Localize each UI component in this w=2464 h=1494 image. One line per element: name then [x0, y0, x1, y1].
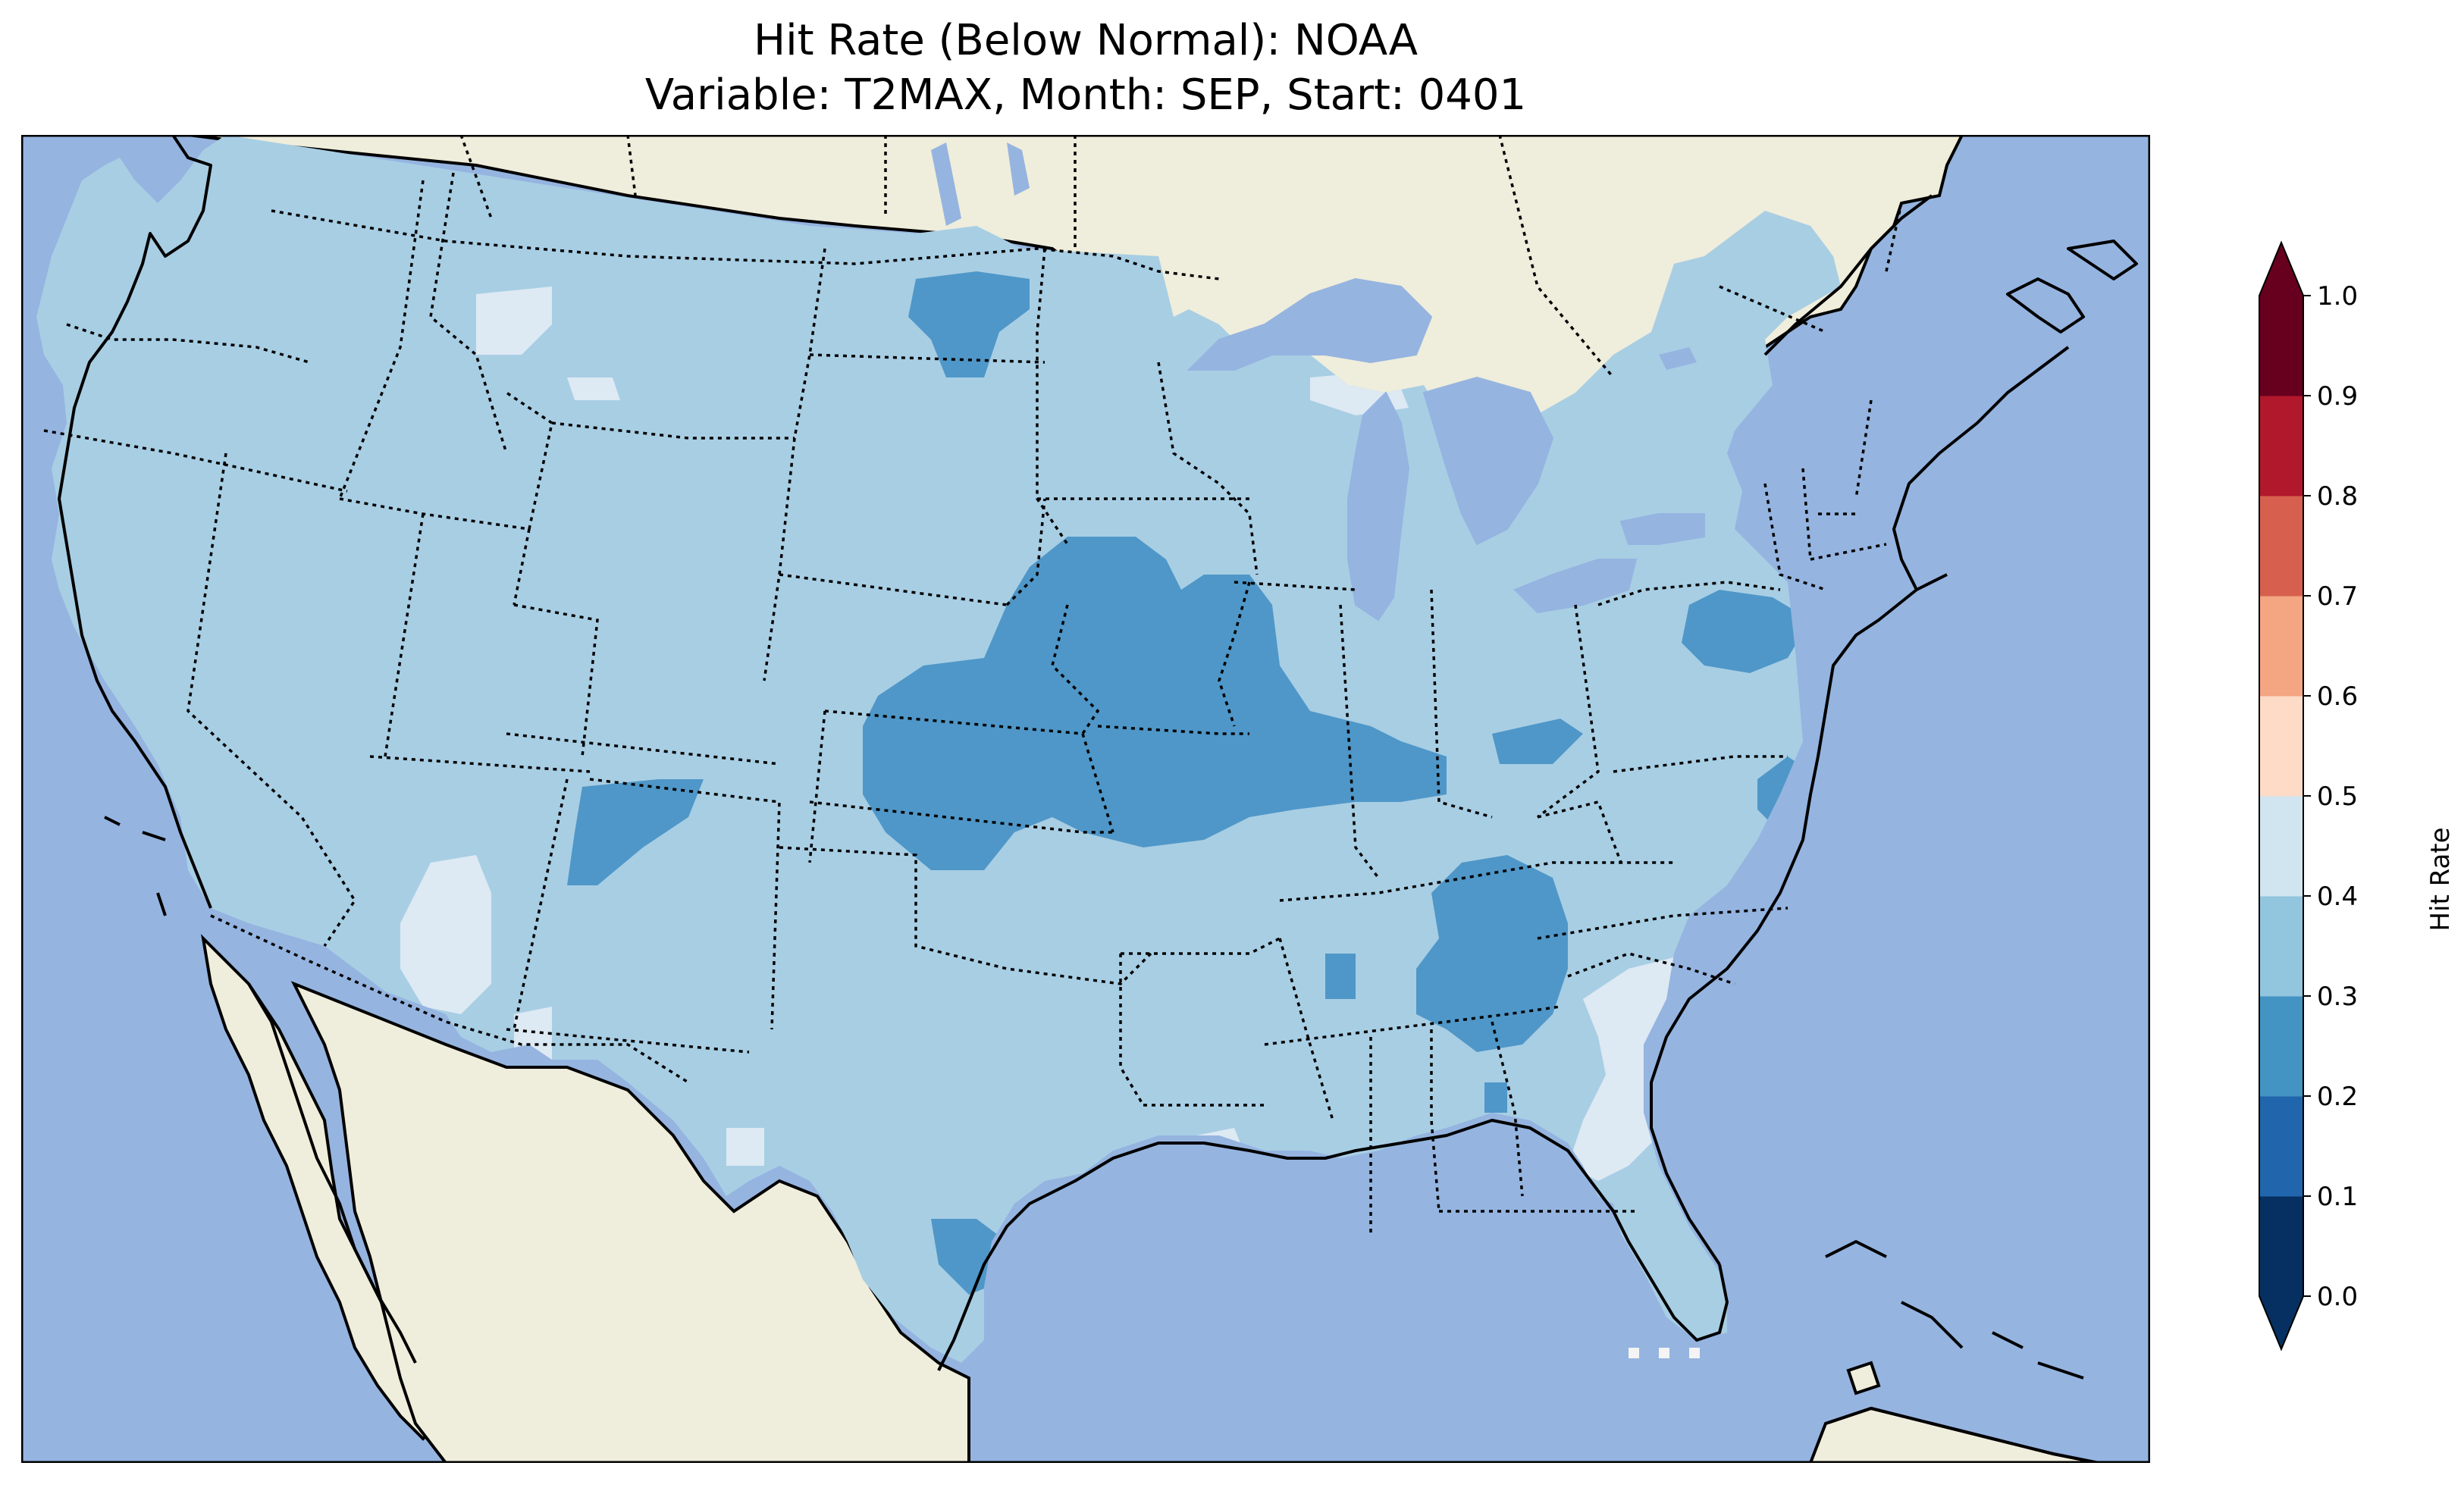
colorbar-swatch: [2259, 1096, 2303, 1197]
bin-0.2-0.3: [567, 271, 1810, 1363]
colorbar-swatch: [2259, 996, 2303, 1097]
colorbar-over-arrow: [2259, 243, 2303, 296]
coastlines: [58, 135, 2138, 1463]
colorbar-tick-label: 0.1: [2317, 1182, 2358, 1212]
map-subtitle: Variable: T2MAX, Month: SEP, Start: 0401: [644, 70, 1527, 120]
map-frame: [21, 135, 2150, 1463]
colorbar-swatch: [2259, 1196, 2303, 1297]
colorbar-tick-label: 0.0: [2317, 1282, 2358, 1312]
colorbar-swatch: [2259, 696, 2303, 797]
colorbar-ticks: 0.0 0.1 0.2 0.3 0.4 0.5 0.6 0.7 0.8 0.9 1.0: [2303, 281, 2358, 1312]
lake-huron: [1422, 376, 1554, 546]
colorbar-swatch: [2259, 396, 2303, 496]
florida-keys: [1629, 1348, 1700, 1358]
colorbar-tick-label: 0.8: [2317, 481, 2358, 512]
lake-ontario: [1619, 513, 1705, 545]
colorbar-swatch: [2259, 496, 2303, 597]
colorbar-under-arrow: [2259, 1296, 2303, 1349]
colorbar-tick-label: 0.7: [2317, 581, 2358, 612]
great-lakes: [1187, 277, 1705, 622]
map-title: Hit Rate (Below Normal): NOAA: [753, 16, 1419, 65]
colorbar-label: Hit Rate: [2425, 827, 2456, 931]
colorbar-tick-label: 0.3: [2317, 982, 2358, 1012]
colorbar-tick-label: 1.0: [2317, 281, 2358, 312]
lake-erie: [1513, 559, 1638, 614]
colorbar-swatch: [2259, 596, 2303, 697]
colorbar-tick-label: 0.4: [2317, 882, 2358, 912]
colorbar-blocks: [2259, 240, 2304, 1351]
colorbar-swatch: [2259, 896, 2303, 997]
colorbar: 0.0 0.1 0.2 0.3 0.4 0.5 0.6 0.7 0.8 0.9 1.0 Hit Ra…: [2259, 240, 2456, 1351]
colorbar-tick-label: 0.2: [2317, 1082, 2358, 1112]
map-panel: [21, 135, 2150, 1463]
canadian-lakes: [931, 143, 1697, 370]
lake-michigan: [1347, 391, 1410, 622]
state-borders: [43, 135, 1903, 1234]
lake-superior: [1187, 277, 1433, 371]
colorbar-tick-label: 0.6: [2317, 681, 2358, 712]
colorbar-swatch: [2259, 796, 2303, 897]
colorbar-swatch: [2259, 296, 2303, 396]
colorbar-tick-label: 0.9: [2317, 381, 2358, 412]
colorbar-tick-label: 0.5: [2317, 781, 2358, 812]
